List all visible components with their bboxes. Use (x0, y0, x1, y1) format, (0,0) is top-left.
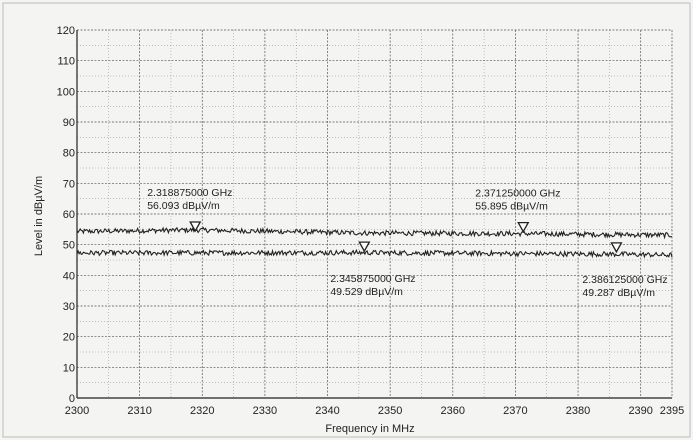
x-tick-label: 2395 (660, 405, 684, 417)
x-axis-title: Frequency in MHz (325, 423, 414, 435)
marker-4-level: 49.287 dBµV/m (582, 287, 655, 299)
y-tick-label: 50 (63, 240, 75, 252)
x-tick-label: 2330 (253, 405, 277, 417)
marker-1-frequency: 2.318875000 GHz (147, 187, 232, 199)
marker-2-level: 49.529 dBµV/m (330, 286, 403, 298)
x-tick-label: 2380 (566, 405, 590, 417)
marker-4-triangle (611, 243, 621, 252)
x-tick-label: 2340 (315, 405, 339, 417)
y-tick-label: 90 (63, 117, 75, 129)
series-layer (77, 228, 672, 258)
x-tick-label: 2350 (378, 405, 402, 417)
y-tick-label: 70 (63, 178, 75, 190)
y-tick-label: 30 (63, 301, 75, 313)
y-tick-label: 10 (63, 362, 75, 374)
marker-4-frequency: 2.386125000 GHz (582, 274, 667, 286)
marker-2-triangle (359, 242, 369, 251)
marker-2-frequency: 2.345875000 GHz (330, 273, 415, 285)
x-tick-label: 2320 (190, 405, 214, 417)
axes: 0 10 20 30 40 50 60 70 80 90 100 110 120 2300 2310 2320… (57, 25, 685, 417)
y-tick-label: 80 (63, 148, 75, 160)
marker-1-level: 56.093 dBµV/m (147, 200, 220, 212)
x-tick-label: 2310 (127, 405, 151, 417)
grid (77, 30, 672, 398)
y-tick-label: 40 (63, 270, 75, 282)
marker-3-frequency: 2.371250000 GHz (475, 188, 560, 200)
chart-frame (3, 3, 690, 437)
series-trace-2 (77, 250, 672, 257)
y-axis-title: Level in dBµV/m (33, 176, 45, 256)
x-tick-label: 2390 (628, 405, 652, 417)
y-tick-label: 100 (57, 86, 75, 98)
y-tick-label: 0 (69, 393, 75, 405)
y-tick-label: 110 (57, 56, 75, 68)
marker-3-triangle (518, 223, 528, 232)
x-tick-label: 2300 (65, 405, 89, 417)
marker-3-level: 55.895 dBµV/m (475, 201, 548, 213)
y-tick-label: 60 (63, 209, 75, 221)
x-tick-label: 2360 (441, 405, 465, 417)
x-tick-label: 2370 (503, 405, 527, 417)
y-tick-label: 120 (57, 25, 75, 37)
y-tick-label: 20 (63, 332, 75, 344)
